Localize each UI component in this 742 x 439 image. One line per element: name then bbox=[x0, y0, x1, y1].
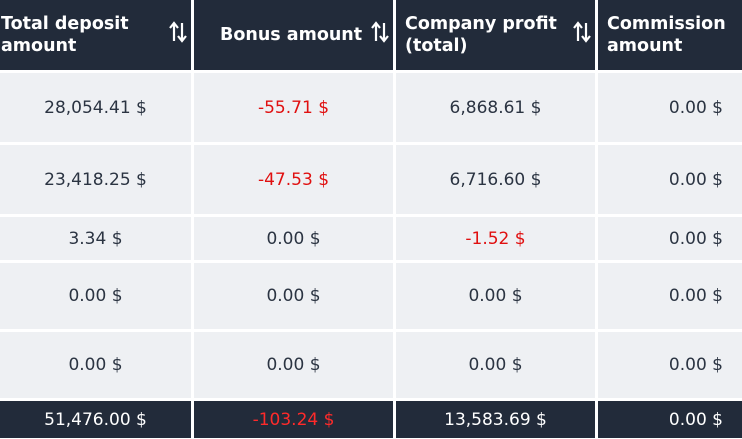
header-label: Total deposit amount bbox=[1, 14, 129, 56]
header-total-deposit[interactable]: Total deposit amount bbox=[0, 0, 191, 70]
table-cell: 0.00 $ bbox=[194, 263, 393, 329]
table-cell: 0.00 $ bbox=[0, 332, 191, 398]
sort-arrows-icon[interactable] bbox=[169, 21, 187, 49]
table-cell: 23,418.25 $ bbox=[0, 145, 191, 214]
table-cell: 6,868.61 $ bbox=[396, 73, 595, 142]
table-cell: 0.00 $ bbox=[396, 263, 595, 329]
table-cell: 6,716.60 $ bbox=[396, 145, 595, 214]
table-cell: 0.00 $ bbox=[598, 332, 742, 398]
total-profit-sum: 13,583.69 $ bbox=[396, 401, 595, 438]
header-label: Commission amount bbox=[607, 14, 726, 56]
header-label: Company profit (total) bbox=[405, 14, 557, 56]
sort-arrows-icon[interactable] bbox=[573, 21, 591, 49]
total-commission-sum: 0.00 $ bbox=[598, 401, 742, 438]
table-cell: 0.00 $ bbox=[598, 217, 742, 260]
header-commission-amount: Commission amount bbox=[598, 0, 742, 70]
total-deposit-sum: 51,476.00 $ bbox=[0, 401, 191, 438]
table-cell: -1.52 $ bbox=[396, 217, 595, 260]
total-bonus-sum: -103.24 $ bbox=[252, 409, 335, 430]
table-cell: 0.00 $ bbox=[194, 332, 393, 398]
table-cell: -55.71 $ bbox=[194, 73, 393, 142]
table-cell: -47.53 $ bbox=[194, 145, 393, 214]
table-cell: 0.00 $ bbox=[598, 263, 742, 329]
sort-arrows-icon[interactable] bbox=[371, 21, 389, 49]
table-cell: 0.00 $ bbox=[194, 217, 393, 260]
header-bonus-amount[interactable]: Bonus amount bbox=[194, 0, 393, 70]
table-cell: 0.00 $ bbox=[0, 263, 191, 329]
table-cell: 0.00 $ bbox=[598, 145, 742, 214]
table-cell: 28,054.41 $ bbox=[0, 73, 191, 142]
header-company-profit[interactable]: Company profit (total) bbox=[396, 0, 595, 70]
table-cell: 0.00 $ bbox=[396, 332, 595, 398]
table-cell: 3.34 $ bbox=[0, 217, 191, 260]
header-label: Bonus amount bbox=[220, 25, 363, 45]
table-cell: 0.00 $ bbox=[598, 73, 742, 142]
